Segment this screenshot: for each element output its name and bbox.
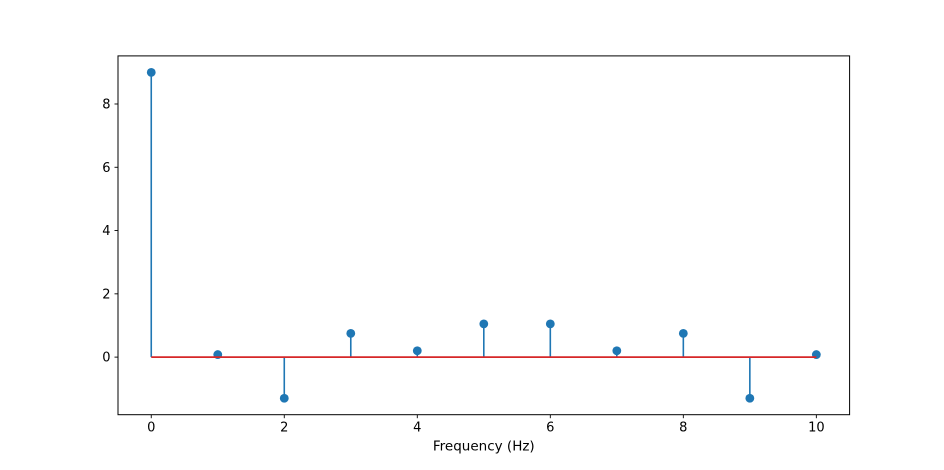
x-tick-label: 2: [280, 421, 288, 436]
y-tick-label: 2: [102, 287, 110, 302]
data-point-marker: [678, 328, 688, 338]
stem-lines-layer: [150, 72, 818, 399]
x-tick-label: 8: [679, 421, 687, 436]
y-tick-label: 4: [102, 224, 110, 239]
x-tick-label: 0: [147, 421, 155, 436]
data-point-marker: [745, 393, 755, 403]
y-tick-label: 0: [102, 351, 110, 366]
data-point-marker: [545, 319, 555, 329]
data-point-marker: [346, 328, 356, 338]
data-point-marker: [612, 346, 622, 356]
data-point-marker: [279, 393, 289, 403]
x-tick-label: 10: [808, 421, 825, 436]
data-point-marker: [479, 319, 489, 329]
x-axis-label: Frequency (Hz): [433, 439, 535, 455]
data-point-marker: [412, 346, 422, 356]
y-tick-label: 8: [102, 98, 110, 113]
x-tick-label: 4: [413, 421, 421, 436]
x-tick-label: 6: [546, 421, 554, 436]
data-point-marker: [146, 67, 156, 77]
plot-border: [117, 55, 851, 416]
y-tick-label: 6: [102, 161, 110, 176]
axes-layer: 0 2 4 6 8 10 0 2 4 6 8: [102, 55, 851, 436]
